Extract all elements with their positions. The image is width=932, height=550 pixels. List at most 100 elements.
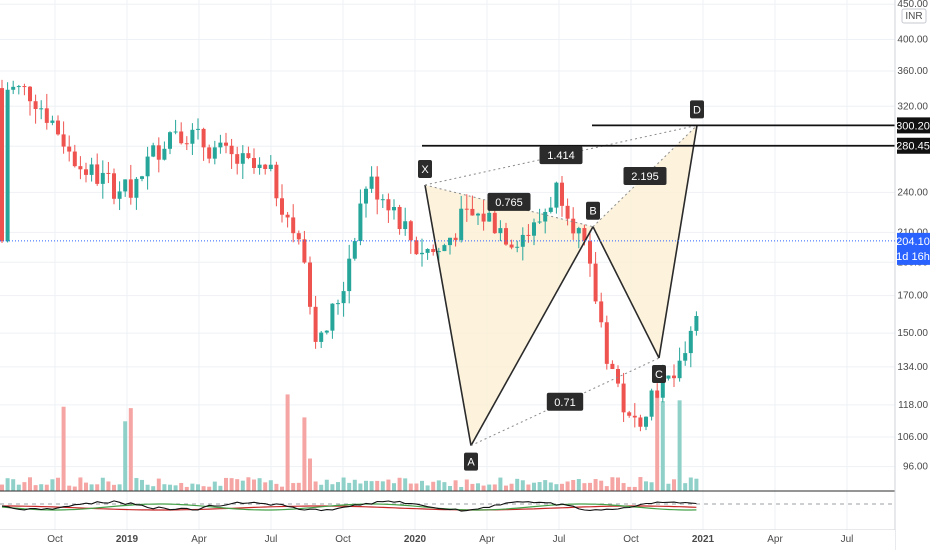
candle-body [39,108,44,110]
candle-body [112,173,116,199]
volume-bar [492,484,497,491]
candle-body [168,132,172,149]
ratio-label-xd[interactable]: 1.414 [539,146,583,165]
volume-bar [352,479,357,491]
volume-bar [11,479,16,491]
volume-bar [425,485,430,491]
volume-bar [308,458,312,491]
candle-body [644,416,648,427]
candle-body [123,179,128,192]
candle-body [543,211,548,222]
volume-bar [436,480,441,491]
volume-bar [106,481,111,491]
candle-body [184,143,189,145]
leg-CD [658,125,698,359]
volume-bar [599,480,604,491]
candle-body [610,363,615,369]
candle-body [364,188,368,204]
candle-body [218,142,223,148]
price-tick: 134.00 [897,362,928,373]
time-tick: Apr [191,534,207,545]
candle-body [263,164,268,169]
candle-body [571,218,576,234]
volume-bar [616,477,620,491]
volume-bar [509,483,514,491]
pattern-labels[interactable]: X A B C D 0.765 0.71 1.414 2.195 [418,100,704,471]
bcd-triangle [593,125,697,359]
candle-body [537,221,542,223]
candle-body [296,233,301,240]
candle-body [0,88,4,242]
candle-body [280,198,284,215]
volume-bar [470,483,475,491]
volume-bar [560,483,564,491]
volume-bar [347,482,352,491]
volume-bar [644,481,648,491]
candle-body [565,205,570,219]
volume-bar [263,482,268,491]
volume-bar [666,483,671,491]
candle-body [336,303,340,305]
time-tick: Jul [265,534,278,545]
last-price-text: 204.10 [896,236,930,248]
point-label-B-box [586,201,600,220]
volume-bar [156,478,161,491]
point-label-A-text: A [467,457,475,469]
point-label-C[interactable]: C [652,365,666,384]
volume-bar [78,477,83,491]
volume-bar [442,482,447,491]
candle-body [72,151,77,167]
candle-body [677,360,682,379]
candle-body [44,108,49,123]
candle-body [599,301,604,323]
candle-body [190,129,195,144]
candle-body [459,208,464,240]
candle-body [252,158,256,168]
volume-bar [593,479,598,491]
volume-bar [128,408,133,491]
candle-body [78,166,83,170]
point-label-D[interactable]: D [690,100,704,119]
volume-bar [212,481,217,491]
point-label-B[interactable]: B [586,201,600,220]
candle-body [224,142,228,146]
candle-body [487,212,492,222]
candle-body [61,134,66,147]
volume-bar [240,480,245,491]
point-label-X[interactable]: X [418,159,432,178]
volume-bar [543,480,548,491]
volume-bar [330,484,335,491]
leg-BC [592,226,660,359]
time-tick: 2019 [116,534,139,545]
volume-bar [487,484,492,491]
point-label-A[interactable]: A [464,452,478,471]
volume-bar [403,478,408,491]
point-label-A-box [464,452,478,471]
ratio-label-bd-text: 2.195 [631,171,659,183]
candle-body [95,164,100,184]
candle-body [319,332,324,342]
volume-bar [67,485,72,491]
volume-bar [582,483,587,491]
ratio-label-bd[interactable]: 2.195 [623,167,667,186]
volume-bar [554,484,559,491]
candle-body [627,412,632,416]
candle-body [291,217,296,234]
time-tick: Apr [479,534,495,545]
volume-bar [22,482,27,491]
ratio-label-xb[interactable]: 0.765 [487,192,531,211]
volume-bar [44,484,49,491]
volume-bar [672,479,676,491]
ratio-label-ac[interactable]: 0.71 [546,392,584,411]
volume-bar [112,484,116,491]
candle-body [302,239,307,263]
candle-body [28,86,32,102]
harmonic-pattern-fill [425,125,697,446]
candle-body [621,383,626,413]
candle-body [347,258,352,292]
volume-bar [660,401,665,491]
volume-bar [392,483,396,491]
volume-bar [268,480,273,491]
volume-bar [201,486,206,491]
